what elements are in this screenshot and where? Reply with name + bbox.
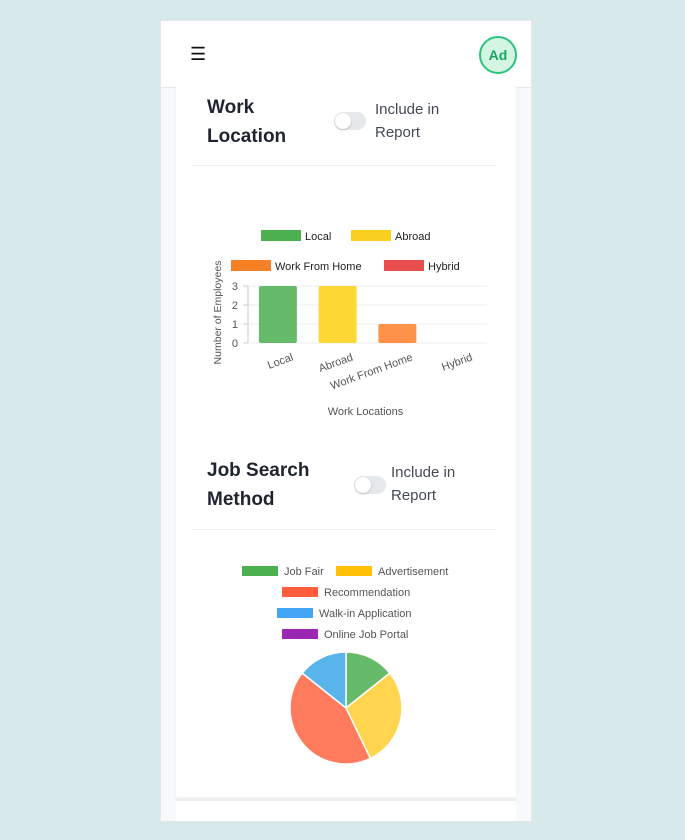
pie-slice-advertisement[interactable]: [345, 672, 403, 760]
bar-chart-axes: 0 1 2 3 Number of Employees Work Locations: [212, 261, 487, 415]
section-divider: [192, 165, 496, 166]
next-card: [176, 799, 516, 821]
legend-swatch: [231, 260, 271, 271]
section-title-job-search-method: Job Search Method: [207, 460, 310, 510]
pie-slice-job-fair[interactable]: [345, 651, 391, 710]
legend-label[interactable]: Recommendation: [324, 587, 410, 599]
bar-work-from-home[interactable]: [378, 324, 417, 343]
legend-label[interactable]: Online Job Portal: [324, 629, 408, 641]
y-tick-label: 0: [232, 338, 238, 350]
toggle-label-job-search-method: Include in Report: [391, 464, 456, 504]
y-axis-label: Number of Employees: [212, 261, 224, 365]
y-tick-label: 2: [232, 300, 238, 312]
include-in-report-toggle-work-location[interactable]: [334, 112, 366, 130]
x-tick-label: Local: [266, 352, 295, 372]
toggle-label-work-location: Include in Report: [375, 101, 440, 141]
toggle-knob: [335, 113, 351, 129]
toggle-knob: [355, 477, 371, 493]
legend-swatch: [384, 260, 424, 271]
legend-label[interactable]: Local: [305, 231, 331, 243]
legend-label[interactable]: Advertisement: [378, 566, 448, 578]
legend-label[interactable]: Abroad: [395, 231, 430, 243]
work-location-bar-chart: Local Abroad Work From Home Hybrid 0 1 2 3 Numb…: [212, 230, 487, 415]
avatar[interactable]: Ad: [479, 36, 517, 74]
x-tick-label: Abroad: [317, 352, 354, 375]
pie-chart-slices: [289, 651, 403, 765]
y-tick-label: 1: [232, 319, 238, 331]
legend-swatch: [282, 587, 318, 597]
y-tick-label: 3: [232, 281, 238, 293]
legend-swatch: [282, 629, 318, 639]
report-card: Work Location Include in Report Local Abr…: [176, 87, 516, 797]
x-tick-label: Hybrid: [440, 352, 474, 374]
legend-swatch: [277, 608, 313, 618]
pie-chart-legend: Job Fair Advertisement Recommendation Walk-…: [242, 566, 448, 641]
section-divider: [192, 529, 496, 530]
bar-local[interactable]: [258, 286, 297, 343]
pie-slice-walk-in-application[interactable]: [301, 651, 347, 710]
legend-label[interactable]: Hybrid: [428, 261, 460, 273]
include-in-report-toggle-job-search-method[interactable]: [354, 476, 386, 494]
bar-chart-legend: Local Abroad Work From Home Hybrid: [231, 230, 460, 273]
app-frame: ☰ Ad Work Location Include in Report Loc…: [160, 20, 532, 822]
legend-swatch: [336, 566, 372, 576]
legend-label[interactable]: Work From Home: [275, 261, 362, 273]
hamburger-icon[interactable]: ☰: [190, 44, 207, 64]
legend-swatch: [261, 230, 301, 241]
pie-slice-recommendation[interactable]: [289, 672, 372, 765]
legend-swatch: [351, 230, 391, 241]
job-search-method-pie-chart: Job Fair Advertisement Recommendation Walk-…: [242, 566, 448, 765]
legend-label[interactable]: Job Fair: [284, 566, 324, 578]
legend-swatch: [242, 566, 278, 576]
x-axis-label: Work Locations: [328, 406, 404, 415]
top-bar: ☰ Ad: [161, 21, 531, 88]
legend-label[interactable]: Walk-in Application: [319, 608, 412, 620]
bar-abroad[interactable]: [318, 286, 357, 343]
section-title-work-location: Work Location: [207, 97, 287, 147]
